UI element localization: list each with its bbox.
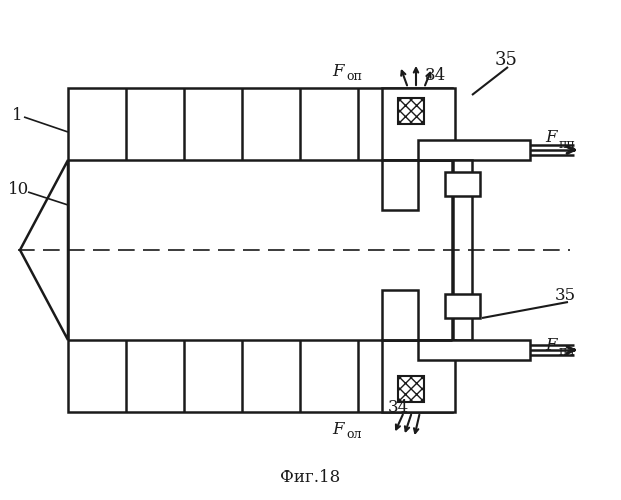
Bar	[445, 294, 480, 318]
Bar	[418, 340, 530, 360]
Text: пп: пп	[559, 138, 576, 151]
Text: F: F	[545, 130, 556, 146]
Text: 1: 1	[12, 106, 22, 124]
Text: F: F	[332, 422, 343, 438]
Text: пл: пл	[559, 345, 576, 358]
Text: оп: оп	[346, 70, 362, 83]
Bar	[382, 160, 418, 210]
Bar	[68, 88, 452, 412]
Bar	[453, 160, 472, 340]
Text: F: F	[545, 336, 556, 353]
Text: Фиг.18: Фиг.18	[280, 470, 340, 486]
Text: ол: ол	[346, 428, 361, 441]
Text: 10: 10	[8, 182, 29, 198]
Bar	[398, 98, 424, 124]
Polygon shape	[20, 160, 68, 340]
Bar	[382, 88, 455, 160]
Bar	[382, 340, 455, 412]
Bar	[382, 290, 418, 340]
Text: 34: 34	[388, 400, 409, 416]
Bar	[398, 376, 424, 402]
Text: 35: 35	[495, 51, 518, 69]
Text: 35: 35	[555, 286, 576, 304]
Bar	[418, 140, 530, 160]
Text: 34: 34	[425, 66, 446, 84]
Text: F: F	[332, 64, 343, 80]
Bar	[445, 172, 480, 196]
